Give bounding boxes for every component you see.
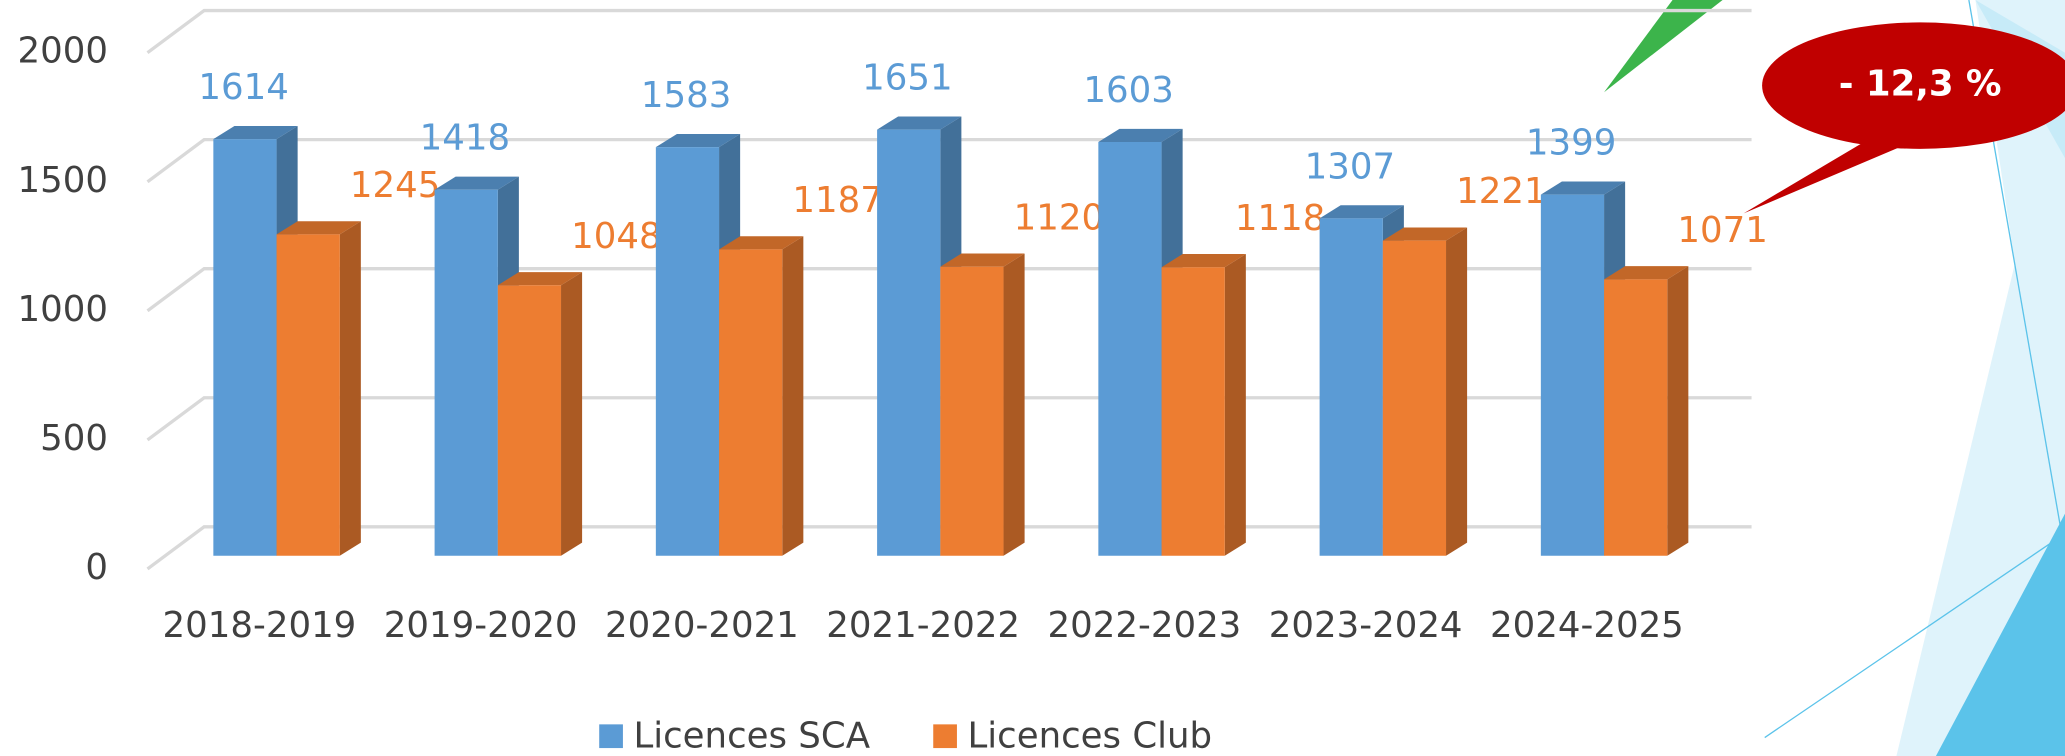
bar-front xyxy=(656,147,719,556)
value-label: 1399 xyxy=(1526,123,1616,164)
value-label: 1245 xyxy=(350,165,440,206)
annotation: - 12,3 % xyxy=(1839,64,2002,105)
y-tick-label: 500 xyxy=(40,418,108,459)
grid-line xyxy=(148,11,1752,53)
x-tick-label: 2023-2024 xyxy=(1269,605,1463,646)
bar-front xyxy=(719,249,782,555)
y-tick-label: 1000 xyxy=(18,289,108,330)
bar xyxy=(1604,266,1688,556)
value-label: 1651 xyxy=(862,58,952,99)
bar-side xyxy=(1004,254,1025,556)
value-label: 1614 xyxy=(198,67,288,108)
legend-swatch xyxy=(933,724,957,748)
bar xyxy=(719,236,803,556)
value-label: 1071 xyxy=(1677,210,1767,251)
bar xyxy=(498,272,582,556)
page: - 12,3 % 0 500 1000 1500 2000 2018-2019 1614 12… xyxy=(0,0,2065,756)
bar xyxy=(277,221,361,556)
x-tick-label: 2022-2023 xyxy=(1048,605,1242,646)
bar-front xyxy=(940,267,1003,556)
value-label: 1118 xyxy=(1235,198,1325,239)
x-tick-label: 2018-2019 xyxy=(163,605,357,646)
legend-swatch xyxy=(599,724,623,748)
value-label: 1603 xyxy=(1083,70,1173,111)
green-arrow xyxy=(1604,0,1723,92)
bar-side xyxy=(1225,254,1246,556)
bar xyxy=(1383,227,1467,555)
value-label: 1418 xyxy=(420,118,510,159)
value-label: 1187 xyxy=(792,180,882,221)
bar-front xyxy=(1604,279,1667,555)
value-label: 1221 xyxy=(1456,171,1546,212)
bar-front xyxy=(277,234,340,555)
value-label: 1048 xyxy=(571,216,661,257)
bar-front xyxy=(1383,241,1446,556)
value-label: 1120 xyxy=(1014,197,1104,238)
legend-label: Licences Club xyxy=(967,716,1212,756)
bar-side xyxy=(1446,227,1467,555)
x-tick-label: 2020-2021 xyxy=(605,605,799,646)
bar-side xyxy=(561,272,582,556)
bar-front xyxy=(1541,195,1604,556)
value-label: 1307 xyxy=(1305,146,1395,187)
legend-label: Licences SCA xyxy=(633,716,870,756)
bar-side xyxy=(1667,266,1688,556)
bar-side xyxy=(340,221,361,556)
y-tick-label: 2000 xyxy=(18,31,108,72)
y-tick-label: 0 xyxy=(85,547,108,588)
value-label: 1583 xyxy=(641,75,731,116)
bar xyxy=(1162,254,1246,556)
bar-front xyxy=(1162,267,1225,556)
chart: - 12,3 % 0 500 1000 1500 2000 2018-2019 1614 12… xyxy=(0,0,2065,756)
bar-front xyxy=(213,139,276,556)
bar-side xyxy=(782,236,803,556)
x-tick-label: 2021-2022 xyxy=(826,605,1020,646)
x-tick-label: 2019-2020 xyxy=(384,605,578,646)
bar-front xyxy=(1320,218,1383,555)
x-tick-label: 2024-2025 xyxy=(1490,605,1684,646)
y-tick-label: 1500 xyxy=(18,160,108,201)
bar-front xyxy=(498,285,561,556)
bar-front xyxy=(435,190,498,556)
bar xyxy=(940,254,1024,556)
bar-front xyxy=(877,130,940,556)
bar-front xyxy=(1098,142,1161,556)
